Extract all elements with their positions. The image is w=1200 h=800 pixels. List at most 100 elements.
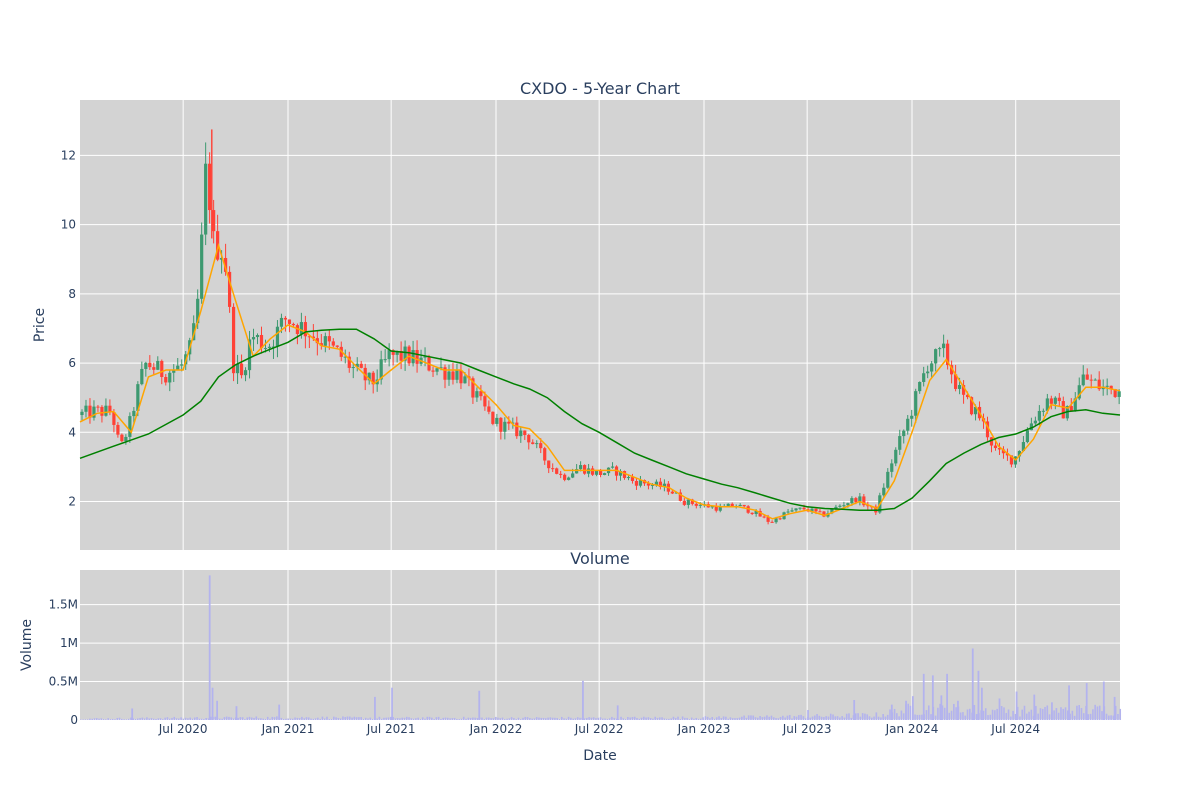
candle-body — [503, 421, 507, 432]
candle-body — [216, 231, 220, 260]
candle-body — [212, 210, 216, 232]
candle-body — [499, 417, 503, 432]
volume-bar — [937, 707, 939, 720]
volume-bar — [722, 716, 725, 720]
candle-body — [778, 518, 782, 520]
candle-body — [299, 322, 303, 334]
candle-body — [415, 350, 419, 364]
volume-bar — [1055, 708, 1058, 720]
volume-bar — [672, 716, 675, 720]
candle-body — [766, 517, 770, 522]
volume-bar — [654, 716, 657, 720]
price-y-tick-label: 2 — [68, 495, 76, 509]
candle-body — [543, 448, 547, 461]
volume-bar — [139, 718, 141, 720]
candle-body — [798, 507, 802, 509]
candle-body — [646, 483, 651, 486]
candle-body — [439, 367, 443, 369]
volume-bar — [100, 718, 103, 720]
volume-bar — [950, 710, 953, 720]
volume-bar — [200, 718, 203, 720]
volume-bar — [971, 648, 974, 720]
volume-bar — [246, 717, 248, 720]
candle-body — [443, 367, 447, 380]
candle-body — [515, 422, 519, 437]
candle-body — [718, 506, 722, 511]
volume-bar — [1019, 716, 1021, 720]
volume-bar — [991, 709, 994, 720]
volume-bar — [1101, 711, 1103, 720]
x-axis-title: Date — [583, 748, 616, 764]
volume-bar — [164, 717, 166, 720]
candle-body — [140, 368, 144, 385]
volume-bar — [554, 717, 556, 720]
volume-y-ticks: 0 0.5M 1M 1.5M — [49, 598, 78, 727]
candle-body — [1073, 398, 1077, 412]
volume-bar — [301, 716, 303, 720]
volume-bar — [608, 718, 611, 720]
volume-bar — [1073, 715, 1076, 720]
candle-body — [898, 436, 902, 450]
volume-bar — [711, 716, 714, 720]
x-tick-label: Jul 2020 — [158, 722, 208, 736]
volume-bar — [688, 719, 691, 720]
volume-bar — [1114, 705, 1117, 720]
volume-bar — [980, 687, 983, 720]
volume-bar — [934, 715, 937, 720]
volume-bar — [529, 718, 531, 720]
volume-bar — [241, 717, 244, 720]
candle-body — [1021, 442, 1026, 452]
volume-bar — [752, 715, 755, 720]
volume-bar — [693, 718, 695, 720]
volume-bar — [248, 716, 251, 720]
volume-bar — [435, 717, 438, 720]
volume-y-axis-title: Volume — [19, 619, 35, 671]
candle-body — [120, 434, 124, 442]
volume-bar — [490, 718, 492, 720]
price-y-tick-label: 8 — [68, 287, 76, 301]
candle-body — [594, 470, 599, 475]
volume-bar — [131, 708, 134, 720]
volume-bar — [930, 714, 932, 720]
candle-body — [1037, 410, 1041, 421]
volume-bar — [820, 716, 823, 720]
candle-body — [395, 350, 399, 355]
volume-bar — [1069, 713, 1071, 720]
candle-body — [626, 477, 631, 479]
candle-body — [1109, 385, 1113, 390]
volume-bar — [118, 717, 121, 720]
volume-bar — [296, 717, 299, 720]
candle-body — [239, 363, 244, 376]
volume-bar — [907, 703, 910, 720]
volume-bar — [704, 716, 707, 720]
candle-body — [275, 326, 280, 347]
candle-body — [786, 511, 790, 513]
volume-bar — [715, 717, 718, 720]
volume-bar — [501, 717, 504, 720]
volume-bar — [433, 719, 435, 720]
x-tick-label: Jan 2023 — [677, 722, 731, 736]
volume-bar — [319, 718, 321, 720]
volume-bar — [1089, 713, 1092, 720]
volume-bar — [572, 718, 574, 720]
candle-body — [598, 470, 603, 475]
candle-body — [882, 487, 886, 496]
volume-bar — [449, 718, 451, 720]
candle-body — [431, 370, 435, 372]
volume-bar — [219, 718, 221, 720]
candle-body — [993, 445, 998, 449]
volume-bar — [437, 716, 440, 720]
volume-bar — [1025, 713, 1028, 720]
volume-bar — [859, 716, 862, 720]
volume-bar — [517, 717, 520, 720]
volume-bar — [570, 717, 572, 720]
candle-body — [148, 362, 152, 368]
volume-bar — [492, 718, 495, 720]
volume-bar — [1051, 702, 1053, 720]
volume-bar — [793, 716, 796, 720]
candle-body — [323, 336, 327, 346]
candle-body — [523, 430, 527, 436]
volume-bar — [419, 719, 422, 720]
volume-bar — [531, 718, 533, 720]
